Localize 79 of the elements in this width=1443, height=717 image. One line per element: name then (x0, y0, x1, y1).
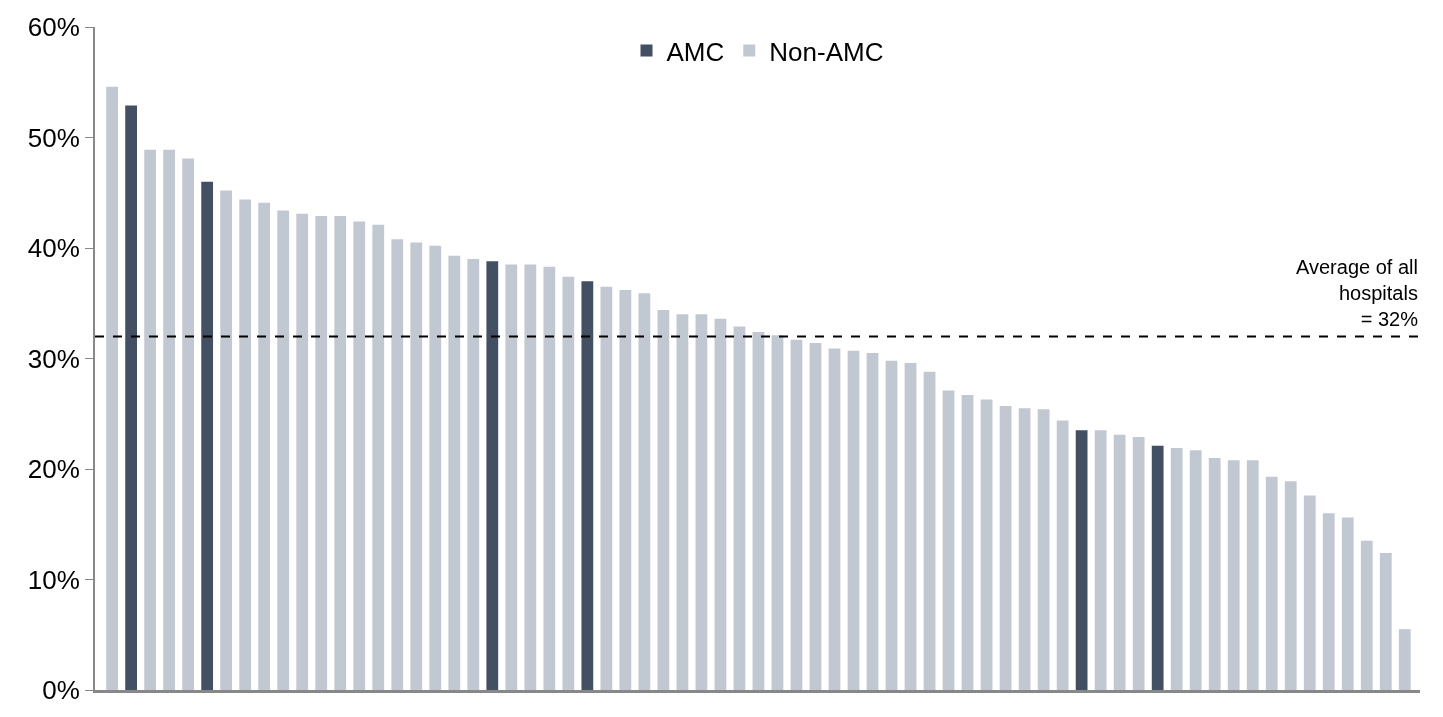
bar (486, 261, 499, 690)
bar (125, 105, 138, 690)
bar (1018, 408, 1031, 690)
bar (790, 339, 803, 690)
bar (467, 259, 480, 690)
bar (543, 266, 556, 690)
bar (1398, 629, 1411, 690)
bar (1037, 409, 1050, 690)
bar (1094, 430, 1107, 690)
bar (144, 149, 157, 690)
bar (1189, 450, 1202, 690)
bar (714, 318, 727, 690)
bar (258, 202, 271, 690)
bar (1113, 434, 1126, 690)
bar (448, 255, 461, 690)
bar (1075, 430, 1088, 690)
bar (106, 86, 118, 690)
ref-line-label: Average of all hospitals = 32% (1296, 256, 1419, 330)
bar (771, 335, 784, 690)
bar (1227, 460, 1240, 690)
bar (1246, 460, 1259, 690)
y-tick-label: 60% (27, 12, 80, 43)
y-tick-label: 50% (27, 122, 80, 153)
bar (923, 371, 936, 690)
y-tick-label: 0% (42, 675, 80, 706)
bar (1151, 445, 1164, 690)
y-tick-label: 10% (27, 564, 80, 595)
bar (904, 362, 917, 690)
legend-label: AMC (666, 36, 725, 67)
bar (220, 190, 233, 690)
y-tick-label: 40% (27, 233, 80, 264)
bar (980, 399, 993, 690)
legend-label: Non-AMC (769, 36, 884, 67)
bar (733, 326, 746, 690)
bar (1284, 481, 1297, 690)
bar (676, 314, 689, 690)
bar (638, 293, 651, 690)
bar (1170, 448, 1183, 690)
bar (505, 264, 518, 690)
bar (391, 239, 404, 690)
bar (410, 242, 423, 690)
bar (581, 281, 594, 690)
bar (1132, 436, 1145, 690)
bar (809, 343, 822, 690)
bar (353, 221, 366, 690)
bar (1303, 495, 1316, 690)
bar (277, 210, 290, 690)
bar (372, 224, 385, 690)
bar (828, 348, 841, 690)
bar (182, 158, 195, 690)
bar (999, 406, 1012, 690)
bar (163, 149, 176, 690)
bar (1265, 476, 1278, 690)
bar (847, 350, 860, 690)
bar (1341, 517, 1354, 690)
bar (1360, 540, 1373, 690)
bar (752, 331, 765, 690)
bar (942, 390, 955, 690)
bar (695, 314, 708, 690)
bar (429, 245, 442, 690)
bar (524, 264, 537, 690)
y-tick-label: 20% (27, 454, 80, 485)
bar (296, 213, 309, 690)
bar (657, 309, 670, 690)
bar (315, 215, 328, 690)
bar (619, 289, 632, 690)
bar (600, 286, 613, 690)
bar (239, 199, 252, 690)
bar (1208, 457, 1221, 690)
bar (885, 360, 898, 690)
bar (201, 181, 214, 690)
bar (334, 215, 347, 690)
bar (1056, 420, 1069, 690)
bar (1379, 552, 1392, 690)
bar (866, 352, 879, 690)
bar (1322, 513, 1335, 690)
bar (562, 276, 575, 690)
bar (961, 394, 974, 690)
y-tick-label: 30% (27, 343, 80, 374)
